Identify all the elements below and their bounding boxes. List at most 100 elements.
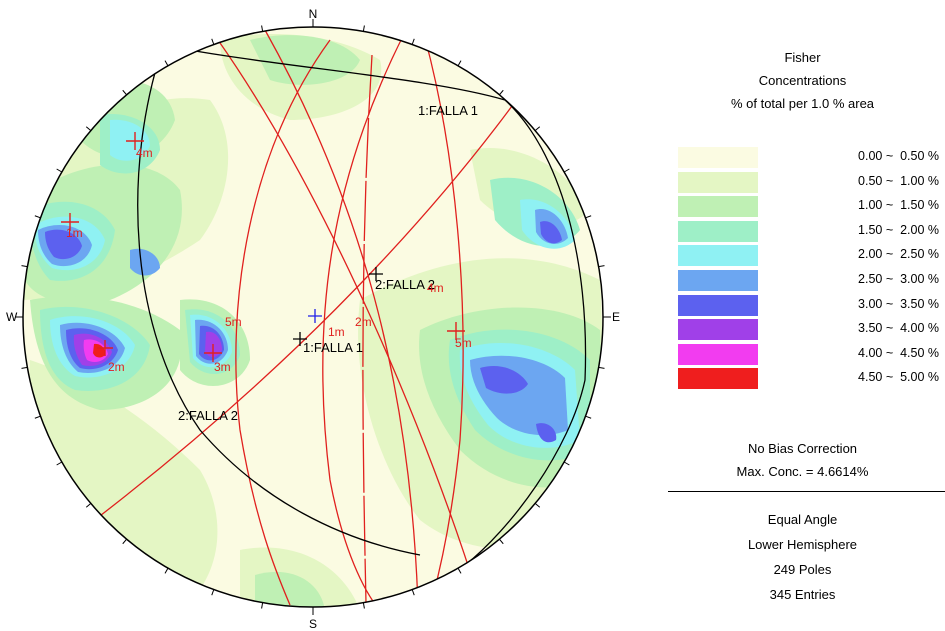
divider: [668, 491, 945, 492]
mean-marker: [204, 344, 222, 362]
tick-mark: [164, 567, 169, 574]
tick-mark: [563, 461, 570, 466]
compass-west: W: [6, 310, 18, 324]
legend-item: 3.50 ~ 4.00 %: [678, 319, 943, 340]
tick-mark: [122, 538, 127, 545]
tick-mark: [34, 215, 41, 219]
mean-label: 1m: [328, 325, 345, 339]
great-circles: [74, 29, 513, 607]
poles-text: 249 Poles: [773, 562, 832, 577]
mean-marker: [97, 340, 113, 356]
legend-swatch: [678, 196, 758, 217]
tick-mark: [585, 215, 592, 219]
tick-mark: [261, 25, 264, 32]
legend-swatch: [678, 147, 758, 168]
great-circle: [424, 37, 464, 601]
compass-north: N: [309, 7, 318, 21]
mean-label: 2m: [108, 360, 125, 374]
legend-title-line: Concentrations: [758, 73, 847, 88]
legend-item: 1.50 ~ 2.00 %: [678, 221, 943, 242]
tick-mark: [411, 589, 415, 596]
mean-planes: [137, 39, 587, 567]
tick-mark: [261, 602, 264, 609]
legend-item: 2.50 ~ 3.00 %: [678, 270, 943, 291]
tick-mark: [585, 415, 592, 419]
legend-swatch: [678, 172, 758, 193]
legend-label: 3.50 ~ 4.00 %: [858, 321, 939, 335]
great-circle: [235, 39, 331, 606]
legend-item: 3.00 ~ 3.50 %: [678, 295, 943, 316]
great-circle: [322, 31, 406, 607]
tick-mark: [457, 567, 462, 574]
legend-label: 0.00 ~ 0.50 %: [858, 149, 939, 163]
mean-label: 3m: [214, 360, 231, 374]
tick-mark: [362, 25, 365, 32]
mean-label: 5m: [225, 315, 242, 329]
mean-marker: [126, 132, 144, 150]
legend-item: 0.50 ~ 1.00 %: [678, 172, 943, 193]
tick-mark: [211, 589, 215, 596]
great-circle: [74, 105, 513, 536]
legend-label: 3.00 ~ 3.50 %: [858, 297, 939, 311]
tick-mark: [598, 366, 605, 369]
legend-swatch: [678, 221, 758, 242]
primitive-ticks: [15, 19, 611, 615]
legend-swatch: [678, 270, 758, 291]
great-circle: [362, 54, 373, 604]
bias-text: No Bias Correction: [747, 441, 858, 456]
entries-text: 345 Entries: [769, 587, 836, 602]
tick-mark: [457, 60, 462, 67]
legend-label: 2.00 ~ 2.50 %: [858, 247, 939, 261]
legend-label: 4.00 ~ 4.50 %: [858, 346, 939, 360]
legend-item: 1.00 ~ 1.50 %: [678, 196, 943, 217]
mean-marker: [447, 322, 465, 340]
mean-label: 2m: [355, 315, 372, 329]
pole-marker: [369, 267, 383, 281]
tick-mark: [499, 89, 504, 96]
tick-mark: [21, 366, 28, 369]
tick-mark: [56, 168, 63, 173]
legend-item: 4.50 ~ 5.00 %: [678, 368, 943, 389]
legend-item: 2.00 ~ 2.50 %: [678, 245, 943, 266]
plane-poles: [293, 267, 383, 346]
tick-mark: [362, 602, 365, 609]
tick-mark: [499, 538, 504, 545]
max-conc-text: Max. Conc. = 4.6614%: [736, 464, 869, 479]
hemisphere-text: Lower Hemisphere: [747, 537, 858, 552]
tick-mark: [85, 126, 92, 131]
tick-mark: [598, 265, 605, 268]
mean-label: 5m: [455, 336, 472, 350]
compass-south: S: [309, 617, 317, 631]
tick-mark: [563, 168, 570, 173]
legend-label: 0.50 ~ 1.00 %: [858, 174, 939, 188]
great-circle: [264, 29, 419, 606]
plane-label: 2:FALLA 2: [178, 408, 238, 423]
compass-east: E: [612, 310, 620, 324]
tick-mark: [411, 38, 415, 45]
projection-text: Equal Angle: [767, 512, 838, 527]
tick-mark: [164, 60, 169, 67]
legend-item: 4.00 ~ 4.50 %: [678, 344, 943, 365]
plane-label: 1:FALLA 1: [418, 103, 478, 118]
legend-label: 1.50 ~ 2.00 %: [858, 223, 939, 237]
legend-swatch: [678, 295, 758, 316]
legend-swatch: [678, 245, 758, 266]
mean-plane-1: [139, 39, 587, 567]
legend-label: 1.00 ~ 1.50 %: [858, 198, 939, 212]
legend-label: 4.50 ~ 5.00 %: [858, 370, 939, 384]
tick-mark: [211, 38, 215, 45]
tick-mark: [85, 503, 92, 508]
tick-mark: [534, 126, 541, 131]
legend-swatch: [678, 368, 758, 389]
legend-title-line: Fisher: [784, 50, 821, 65]
legend-swatch: [678, 319, 758, 340]
legend-label: 2.50 ~ 3.00 %: [858, 272, 939, 286]
tick-mark: [122, 89, 127, 96]
great-circle: [217, 39, 481, 604]
tick-mark: [21, 265, 28, 268]
tick-mark: [56, 461, 63, 466]
legend-item: 0.00 ~ 0.50 %: [678, 147, 943, 168]
mean-label: 4m: [427, 281, 444, 295]
legend-swatch: [678, 344, 758, 365]
mean-marker: [61, 213, 79, 231]
